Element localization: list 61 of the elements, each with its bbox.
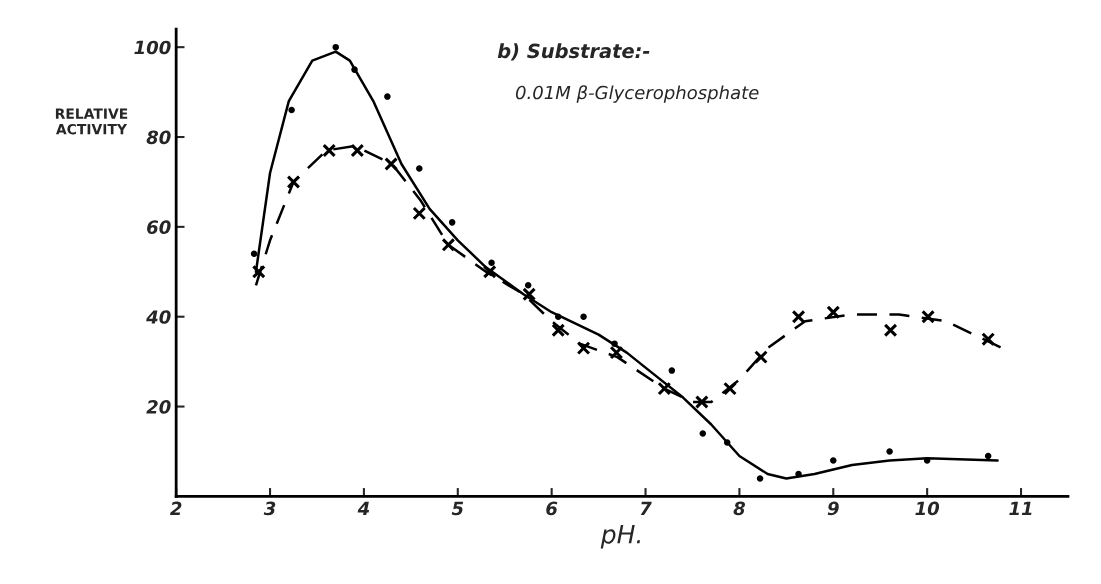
x-tick-label: 5 [451, 501, 464, 516]
point [580, 313, 587, 320]
point [350, 143, 365, 158]
x-tick-label: 10 [915, 501, 940, 516]
point [448, 219, 456, 226]
y-tick-label: 20 [146, 400, 171, 414]
text: b) Substrate:- [497, 43, 650, 61]
point [488, 259, 495, 267]
point [332, 43, 339, 51]
point [883, 323, 898, 338]
x-tick-label: 4 [357, 501, 370, 515]
x-tick-label: 8 [733, 501, 746, 516]
point [412, 206, 427, 221]
point [923, 457, 931, 464]
point [551, 323, 566, 338]
point [288, 106, 295, 114]
point [286, 175, 301, 189]
y-tick-label: 100 [134, 40, 171, 55]
point [754, 350, 768, 365]
y-tick-label: 60 [147, 220, 171, 234]
point [791, 309, 806, 324]
point [694, 395, 709, 409]
x-axis-title: pH. [600, 525, 641, 549]
x-tick-label: 9 [827, 501, 839, 516]
point [984, 452, 992, 460]
point [795, 470, 802, 478]
point [384, 157, 399, 171]
x-tick-label: 6 [546, 501, 558, 516]
x-tick-label: 11 [1009, 501, 1032, 515]
point [886, 448, 893, 455]
point [441, 237, 456, 252]
point [611, 340, 618, 347]
point [830, 457, 837, 464]
point [756, 475, 764, 482]
point [524, 282, 532, 289]
x-tick-label: 2 [170, 501, 182, 515]
point [699, 430, 707, 437]
point [322, 143, 337, 158]
text: 0.01M β-Glycerophosphate [515, 85, 759, 103]
point [981, 332, 996, 347]
point [351, 66, 358, 73]
point [723, 381, 737, 396]
point [554, 313, 562, 320]
point [657, 381, 672, 396]
point [826, 305, 841, 320]
point [250, 250, 258, 258]
y-tick-label: 80 [146, 130, 171, 145]
x-tick-label: 3 [263, 501, 276, 516]
point [251, 264, 266, 279]
y-axis-title: RELATIVE ACTIVITY [55, 108, 128, 135]
point [522, 287, 537, 302]
point [921, 309, 936, 324]
point [576, 341, 591, 356]
point [482, 264, 497, 279]
point [668, 367, 676, 374]
point [609, 345, 624, 360]
x-tick-label: 7 [640, 501, 652, 515]
point [416, 165, 423, 172]
point [384, 93, 391, 100]
y-tick-label: 40 [146, 310, 171, 324]
point [723, 439, 731, 446]
